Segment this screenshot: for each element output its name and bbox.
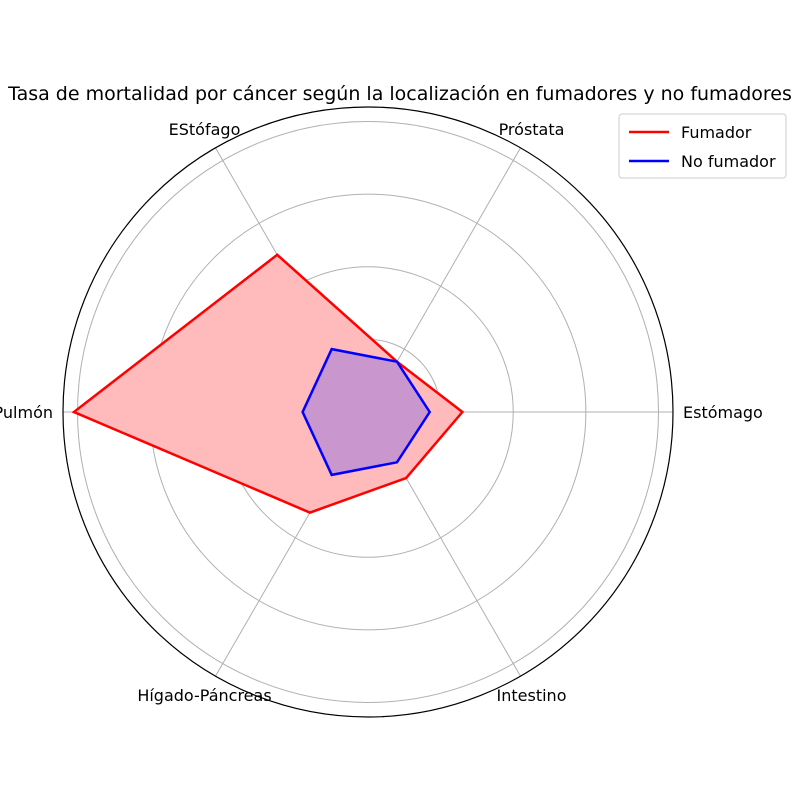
legend: Fumador No fumador [618, 113, 787, 179]
series-line-no-fumador [301, 347, 432, 477]
outer-ring [62, 106, 674, 718]
category-label: Hígado-Páncreas [137, 686, 271, 705]
legend-label-no-fumador: No fumador [681, 152, 776, 171]
category-label: Próstata [499, 120, 565, 139]
chart-title: Tasa de mortalidad por cáncer según la l… [7, 83, 792, 105]
category-label: Estómago [683, 403, 763, 422]
category-label: EStófago [169, 120, 241, 139]
category-labels: Estómago Próstata EStófago Pulmón Hígado-Pán… [0, 120, 763, 705]
series-layer [71, 253, 465, 514]
legend-label-fumador: Fumador [681, 123, 752, 142]
category-label: Intestino [497, 686, 567, 705]
category-label: Pulmón [0, 403, 53, 422]
series-area-no-fumador [302, 349, 430, 475]
